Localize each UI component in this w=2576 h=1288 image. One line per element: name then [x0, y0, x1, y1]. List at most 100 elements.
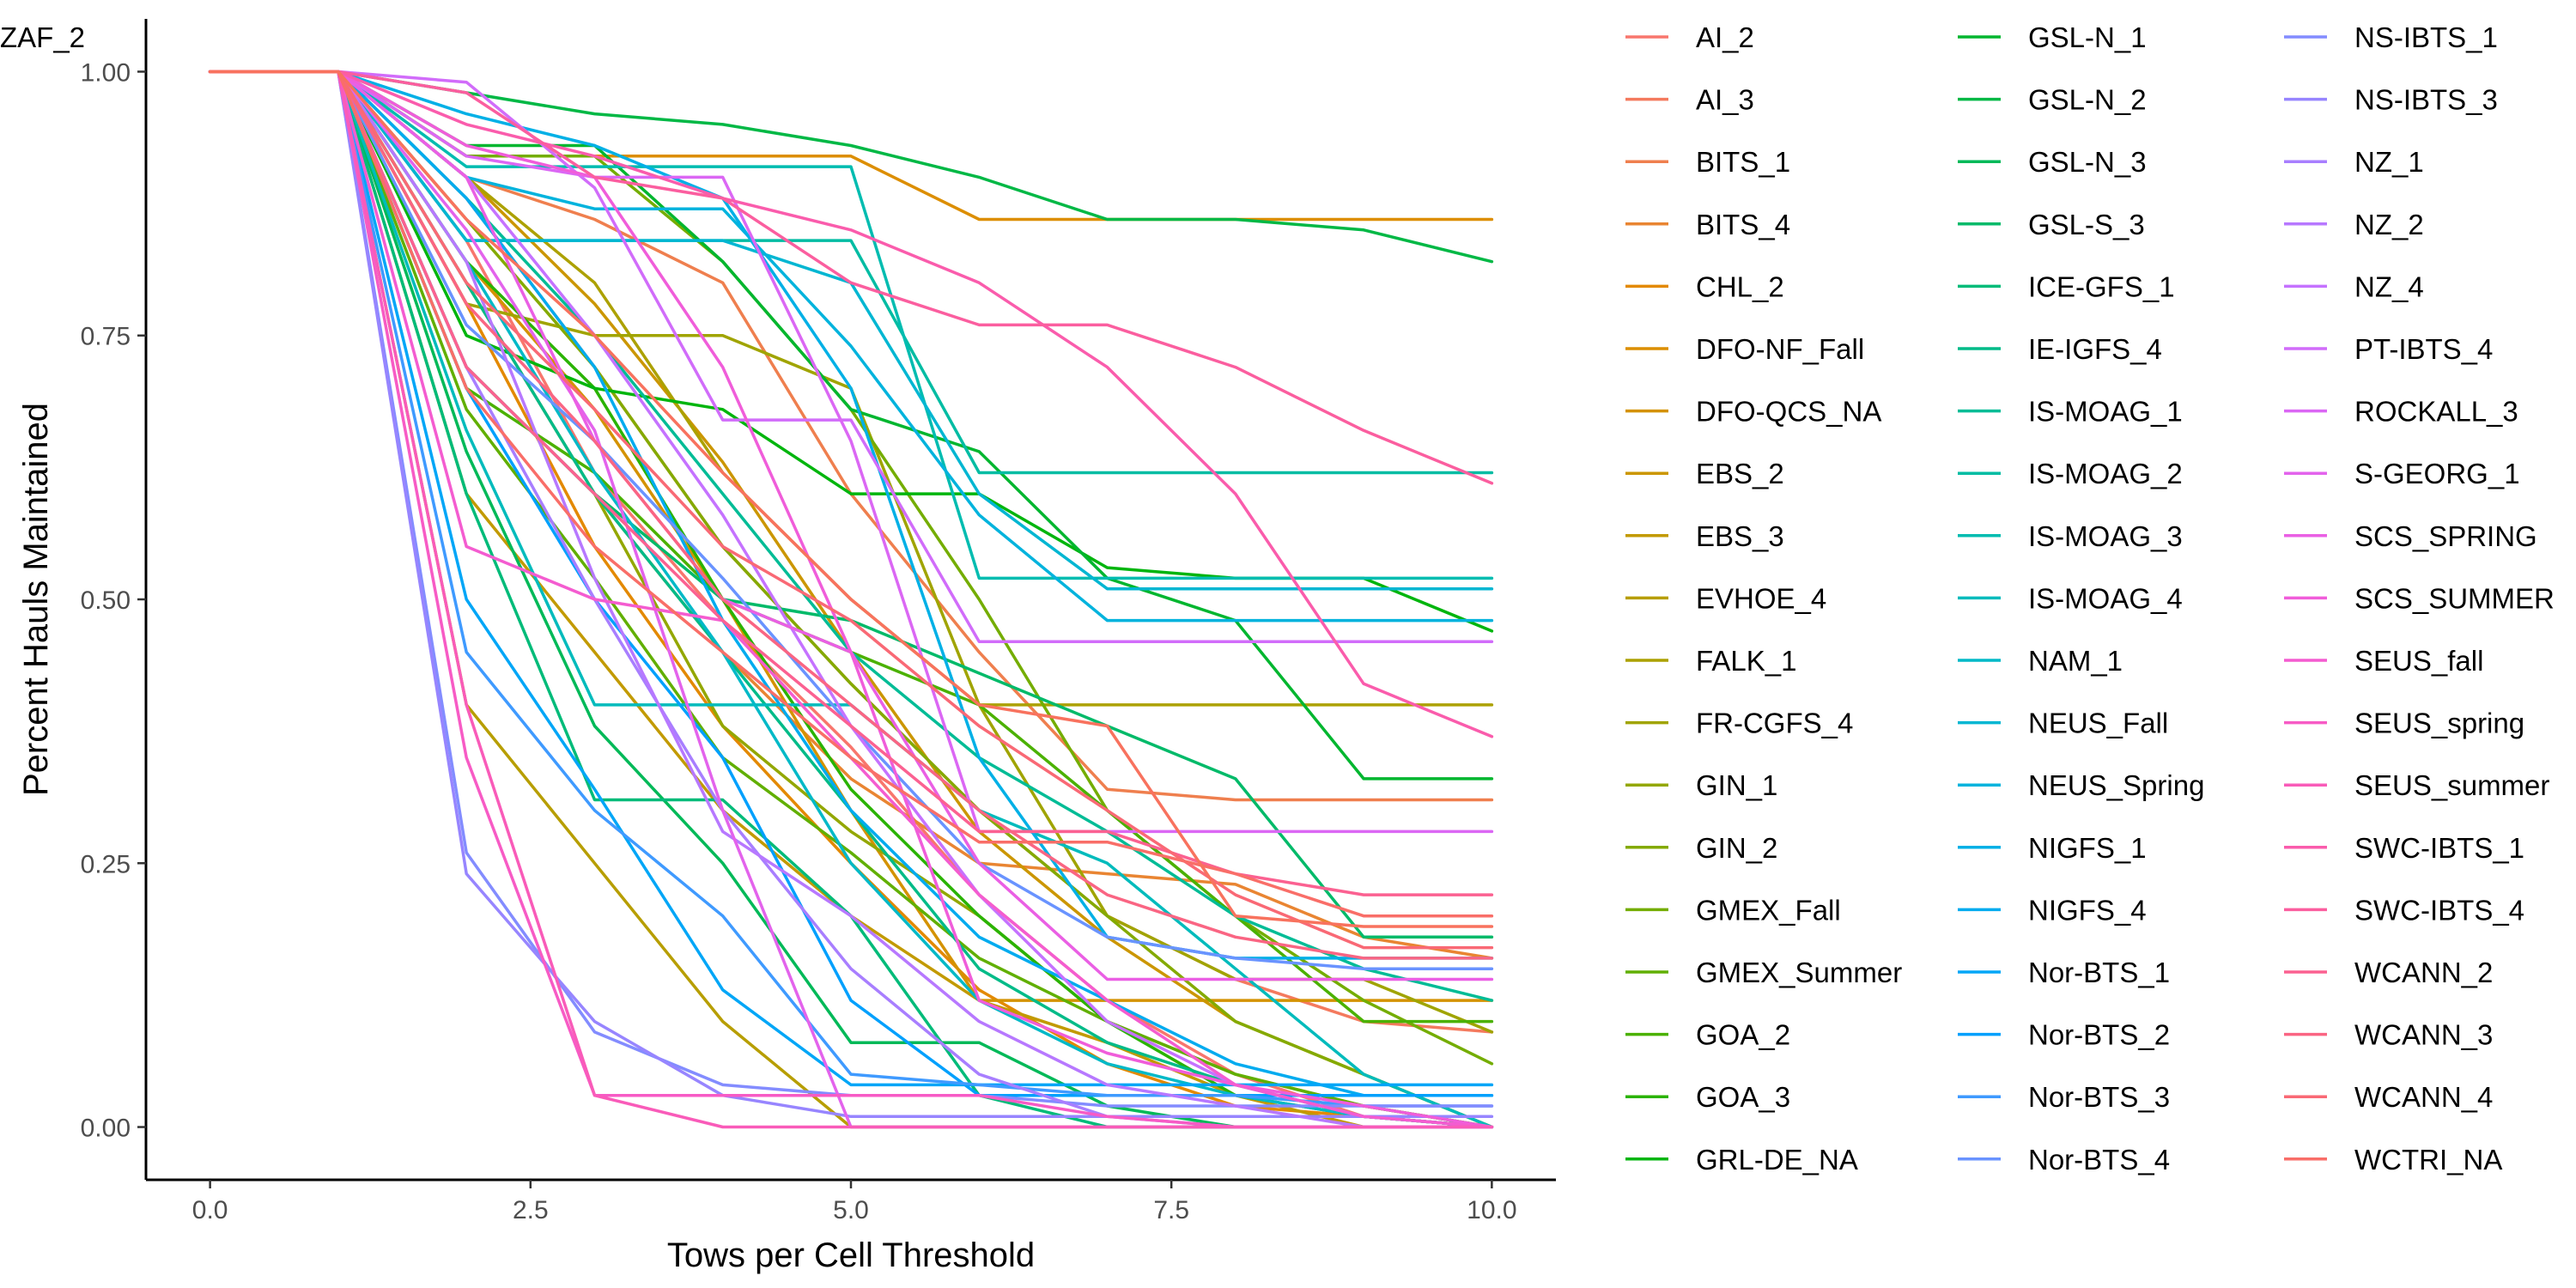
- series-line-swc-ibts-1: [208, 70, 1494, 738]
- legend-label: CHL_2: [1696, 270, 1784, 302]
- series-line-scs-spring: [208, 70, 1494, 981]
- y-tick-label: 0.50: [81, 586, 131, 615]
- series-line-nigfs-4: [208, 70, 1494, 1097]
- legend-label: IS-MOAG_2: [2028, 458, 2183, 489]
- legend-item-gsl-n-2: GSL-N_2: [1958, 84, 2147, 116]
- legend-item-pt-ibts-4: PT-IBTS_4: [2284, 333, 2493, 365]
- legend-item-seus-fall: SEUS_fall: [2284, 645, 2483, 677]
- legend-item-ie-igfs-4: IE-IGFS_4: [1958, 333, 2162, 365]
- series-line-is-moag-3: [208, 70, 1494, 580]
- legend-item-nor-bts-2: Nor-BTS_2: [1958, 1019, 2170, 1051]
- legend-label: PT-IBTS_4: [2354, 333, 2493, 365]
- legend-label: SWC-IBTS_4: [2354, 894, 2524, 926]
- legend-label: EBS_3: [1696, 520, 1784, 552]
- legend-label: ZAF_2: [0, 21, 85, 53]
- legend-label: SCS_SPRING: [2354, 520, 2537, 552]
- legend-item-wcann-2: WCANN_2: [2284, 957, 2493, 988]
- legend-label: GRL-DE_NA: [1696, 1144, 1858, 1176]
- legend-label: GIN_2: [1696, 832, 1777, 864]
- series-line-zaf-2: [208, 70, 1494, 928]
- legend-label: SEUS_fall: [2354, 645, 2483, 677]
- legend-label: SWC-IBTS_1: [2354, 832, 2524, 864]
- legend-label: NS-IBTS_3: [2354, 84, 2498, 116]
- x-axis-title: Tows per Cell Threshold: [667, 1236, 1035, 1274]
- legend-label: GIN_1: [1696, 769, 1777, 801]
- legend-label: AI_2: [1696, 21, 1754, 53]
- legend-label: GMEX_Fall: [1696, 894, 1841, 926]
- series-line-nz-2: [208, 70, 1494, 1129]
- legend-label: IS-MOAG_4: [2028, 582, 2183, 614]
- legend-item-ebs-2: EBS_2: [1625, 458, 1784, 489]
- legend-label: DFO-NF_Fall: [1696, 333, 1864, 365]
- legend-label: GMEX_Summer: [1696, 957, 1902, 988]
- legend-item-swc-ibts-1: SWC-IBTS_1: [2284, 832, 2524, 864]
- legend-label: IS-MOAG_1: [2028, 396, 2183, 428]
- series-line-seus-summer: [208, 70, 1494, 1129]
- legend-item-grl-de-na: GRL-DE_NA: [1625, 1144, 1858, 1176]
- legend-label: WCANN_4: [2354, 1081, 2493, 1113]
- legend-label: NZ_2: [2354, 209, 2424, 240]
- legend-label: SEUS_spring: [2354, 708, 2524, 739]
- legend-item-evhoe-4: EVHOE_4: [1625, 582, 1826, 614]
- legend-item-gin-1: GIN_1: [1625, 769, 1777, 801]
- legend-item-rockall-3: ROCKALL_3: [2284, 396, 2518, 428]
- legend-label: GSL-N_2: [2028, 84, 2147, 116]
- legend-item-gmex-summer: GMEX_Summer: [1625, 957, 1902, 988]
- x-tick-label: 10.0: [1467, 1196, 1516, 1224]
- legend-item-bits-4: BITS_4: [1625, 209, 1790, 240]
- legend-item-nam-1: NAM_1: [1958, 645, 2123, 677]
- series-line-wcann-2: [208, 70, 1494, 896]
- legend-item-zaf-2: ZAF_2: [0, 21, 85, 53]
- legend-label: NZ_1: [2354, 146, 2424, 178]
- legend-label: NEUS_Fall: [2028, 708, 2168, 739]
- legend-item-ai-3: AI_3: [1625, 84, 1754, 116]
- legend-label: IE-IGFS_4: [2028, 333, 2162, 365]
- legend-label: NEUS_Spring: [2028, 769, 2204, 801]
- legend-item-ice-gfs-1: ICE-GFS_1: [1958, 270, 2175, 302]
- legend-item-gmex-fall: GMEX_Fall: [1625, 894, 1841, 926]
- y-tick-label: 1.00: [81, 58, 131, 87]
- series-line-nor-bts-1: [208, 70, 1494, 1087]
- legend-label: SCS_SUMMER: [2354, 582, 2555, 614]
- legend-label: Nor-BTS_2: [2028, 1019, 2170, 1051]
- legend-label: NIGFS_1: [2028, 832, 2147, 864]
- y-tick-label: 0.75: [81, 323, 131, 351]
- legend-label: Nor-BTS_3: [2028, 1081, 2170, 1113]
- legend-item-wcann-3: WCANN_3: [2284, 1019, 2493, 1051]
- legend-label: GSL-N_1: [2028, 21, 2147, 53]
- legend-item-ns-ibts-3: NS-IBTS_3: [2284, 84, 2498, 116]
- legend-item-chl-2: CHL_2: [1625, 270, 1784, 302]
- legend-label: ROCKALL_3: [2354, 396, 2518, 428]
- legend-label: BITS_1: [1696, 146, 1790, 178]
- legend-item-s-georg-1: S-GEORG_1: [2284, 458, 2520, 489]
- legend-item-nz-1: NZ_1: [2284, 146, 2424, 178]
- legend-item-is-moag-4: IS-MOAG_4: [1958, 582, 2183, 614]
- legend-label: FR-CGFS_4: [1696, 708, 1853, 739]
- legend-item-nor-bts-3: Nor-BTS_3: [1958, 1081, 2170, 1113]
- legend-item-is-moag-3: IS-MOAG_3: [1958, 520, 2183, 552]
- legend-label: EVHOE_4: [1696, 582, 1826, 614]
- series-line-goa-2: [208, 70, 1494, 1024]
- y-axis-title: Percent Hauls Maintained: [17, 403, 55, 796]
- legend-item-swc-ibts-4: SWC-IBTS_4: [2284, 894, 2524, 926]
- legend-item-dfo-nf-fall: DFO-NF_Fall: [1625, 333, 1864, 365]
- legend-item-scs-spring: SCS_SPRING: [2284, 520, 2537, 552]
- series-line-ns-ibts-3: [208, 70, 1494, 1119]
- legend-item-dfo-qcs-na: DFO-QCS_NA: [1625, 396, 1881, 428]
- series-lines: [208, 70, 1494, 1129]
- legend-item-neus-fall: NEUS_Fall: [1958, 708, 2168, 739]
- legend-label: WCTRI_NA: [2354, 1144, 2502, 1176]
- series-line-pt-ibts-4: [208, 70, 1494, 643]
- legend-item-falk-1: FALK_1: [1625, 645, 1796, 677]
- legend-item-fr-cgfs-4: FR-CGFS_4: [1625, 708, 1853, 739]
- legend-item-wcann-4: WCANN_4: [2284, 1081, 2493, 1113]
- legend-label: FALK_1: [1696, 645, 1796, 677]
- legend: AI_2 AI_3 BITS_1 BITS_4 CHL_2 DFO-NF_Fall DFO-…: [0, 21, 2555, 1176]
- legend-item-gin-2: GIN_2: [1625, 832, 1777, 864]
- legend-label: NIGFS_4: [2028, 894, 2147, 926]
- legend-item-nz-2: NZ_2: [2284, 209, 2424, 240]
- series-line-rockall-3: [208, 70, 1494, 834]
- y-tick-label: 0.00: [81, 1115, 131, 1143]
- legend-label: SEUS_summer: [2354, 769, 2549, 801]
